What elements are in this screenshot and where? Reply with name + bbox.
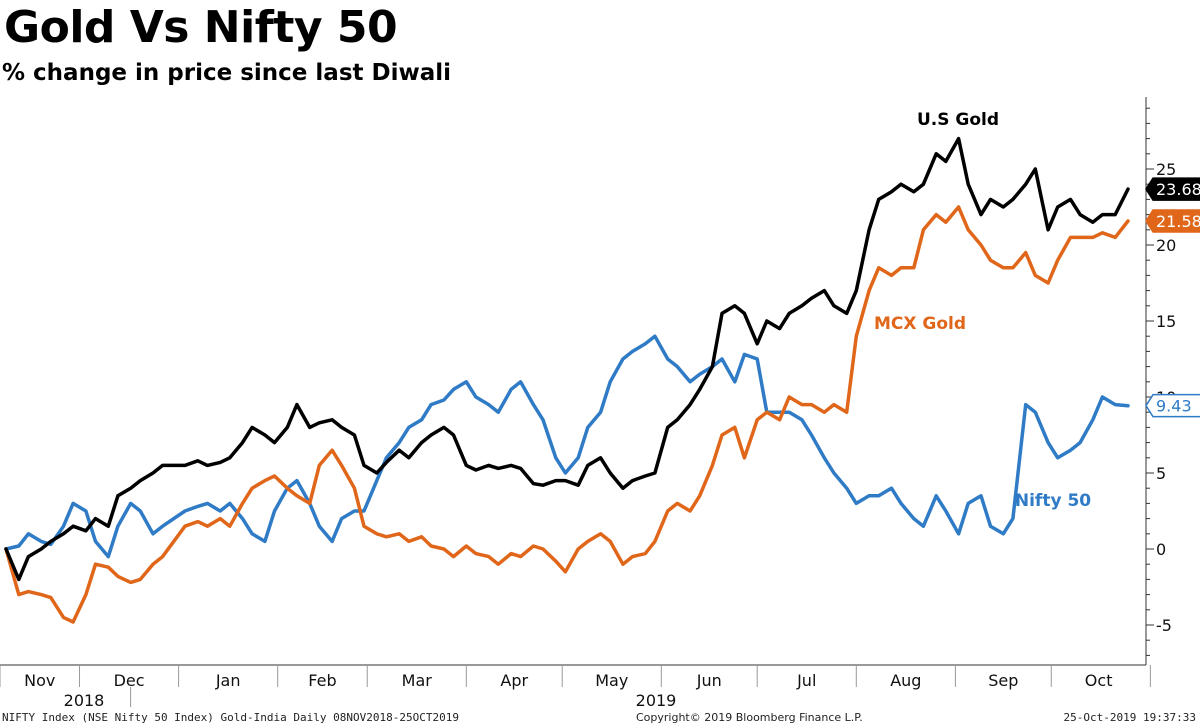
- series-line-nifty-50: [4, 334, 1130, 559]
- last-value-label: 23.68: [1156, 180, 1200, 199]
- series-line-u-s-gold: [4, 136, 1130, 582]
- chart-subtitle: % change in price since last Diwali: [2, 60, 452, 86]
- x-year-label: 2018: [64, 691, 105, 710]
- x-month-label: Feb: [308, 671, 336, 690]
- x-year-label: 2019: [636, 691, 677, 710]
- last-value-flag: 9.43: [1145, 393, 1200, 418]
- x-month-label: Apr: [500, 671, 528, 690]
- last-value-flag: 23.68: [1145, 177, 1200, 201]
- x-month-label: Sep: [988, 671, 1018, 690]
- last-value-flag-shape: [1145, 177, 1200, 201]
- x-month-label: May: [595, 671, 628, 690]
- x-month-label: Aug: [890, 671, 921, 690]
- y-tick-label: 15: [1156, 312, 1176, 331]
- footer-source: NIFTY Index (NSE Nifty 50 Index) Gold-In…: [2, 711, 459, 724]
- last-value-flag-shape: [1145, 209, 1200, 233]
- last-value-flag-shape: [1145, 393, 1200, 418]
- last-value-label: 21.58: [1156, 212, 1200, 231]
- series-line-mcx-gold: [4, 205, 1130, 624]
- x-month-label: Dec: [114, 671, 145, 690]
- y-tick-label: 0: [1156, 540, 1166, 559]
- chart-axes: -50510152025NovDecJanFebMarAprMayJunJulA…: [0, 97, 1176, 710]
- footer-timestamp: 25-Oct-2019 19:37:33: [1063, 711, 1196, 724]
- y-tick-label: 5: [1156, 464, 1166, 483]
- series-name-label: U.S Gold: [917, 110, 999, 130]
- series-lines: [4, 136, 1130, 624]
- chart-title: Gold Vs Nifty 50: [4, 2, 398, 53]
- y-tick-label: 20: [1156, 236, 1176, 255]
- last-value-flag: 21.58: [1145, 209, 1200, 233]
- x-month-label: Jul: [796, 671, 816, 690]
- last-value-label: 9.43: [1156, 397, 1192, 416]
- x-month-label: Jan: [215, 671, 241, 690]
- footer-copyright: Copyright© 2019 Bloomberg Finance L.P.: [636, 711, 863, 724]
- x-month-label: Oct: [1085, 671, 1113, 690]
- series-labels: U.S Gold MCX Gold Nifty 50 23.68 21.58 9.43: [874, 110, 1200, 511]
- x-month-label: Mar: [402, 671, 433, 690]
- x-month-label: Jun: [696, 671, 722, 690]
- series-name-label: MCX Gold: [874, 314, 966, 334]
- y-tick-label: -5: [1156, 616, 1172, 635]
- series-name-label: Nifty 50: [1015, 491, 1091, 511]
- x-month-label: Nov: [24, 671, 55, 690]
- y-tick-label: 25: [1156, 160, 1176, 179]
